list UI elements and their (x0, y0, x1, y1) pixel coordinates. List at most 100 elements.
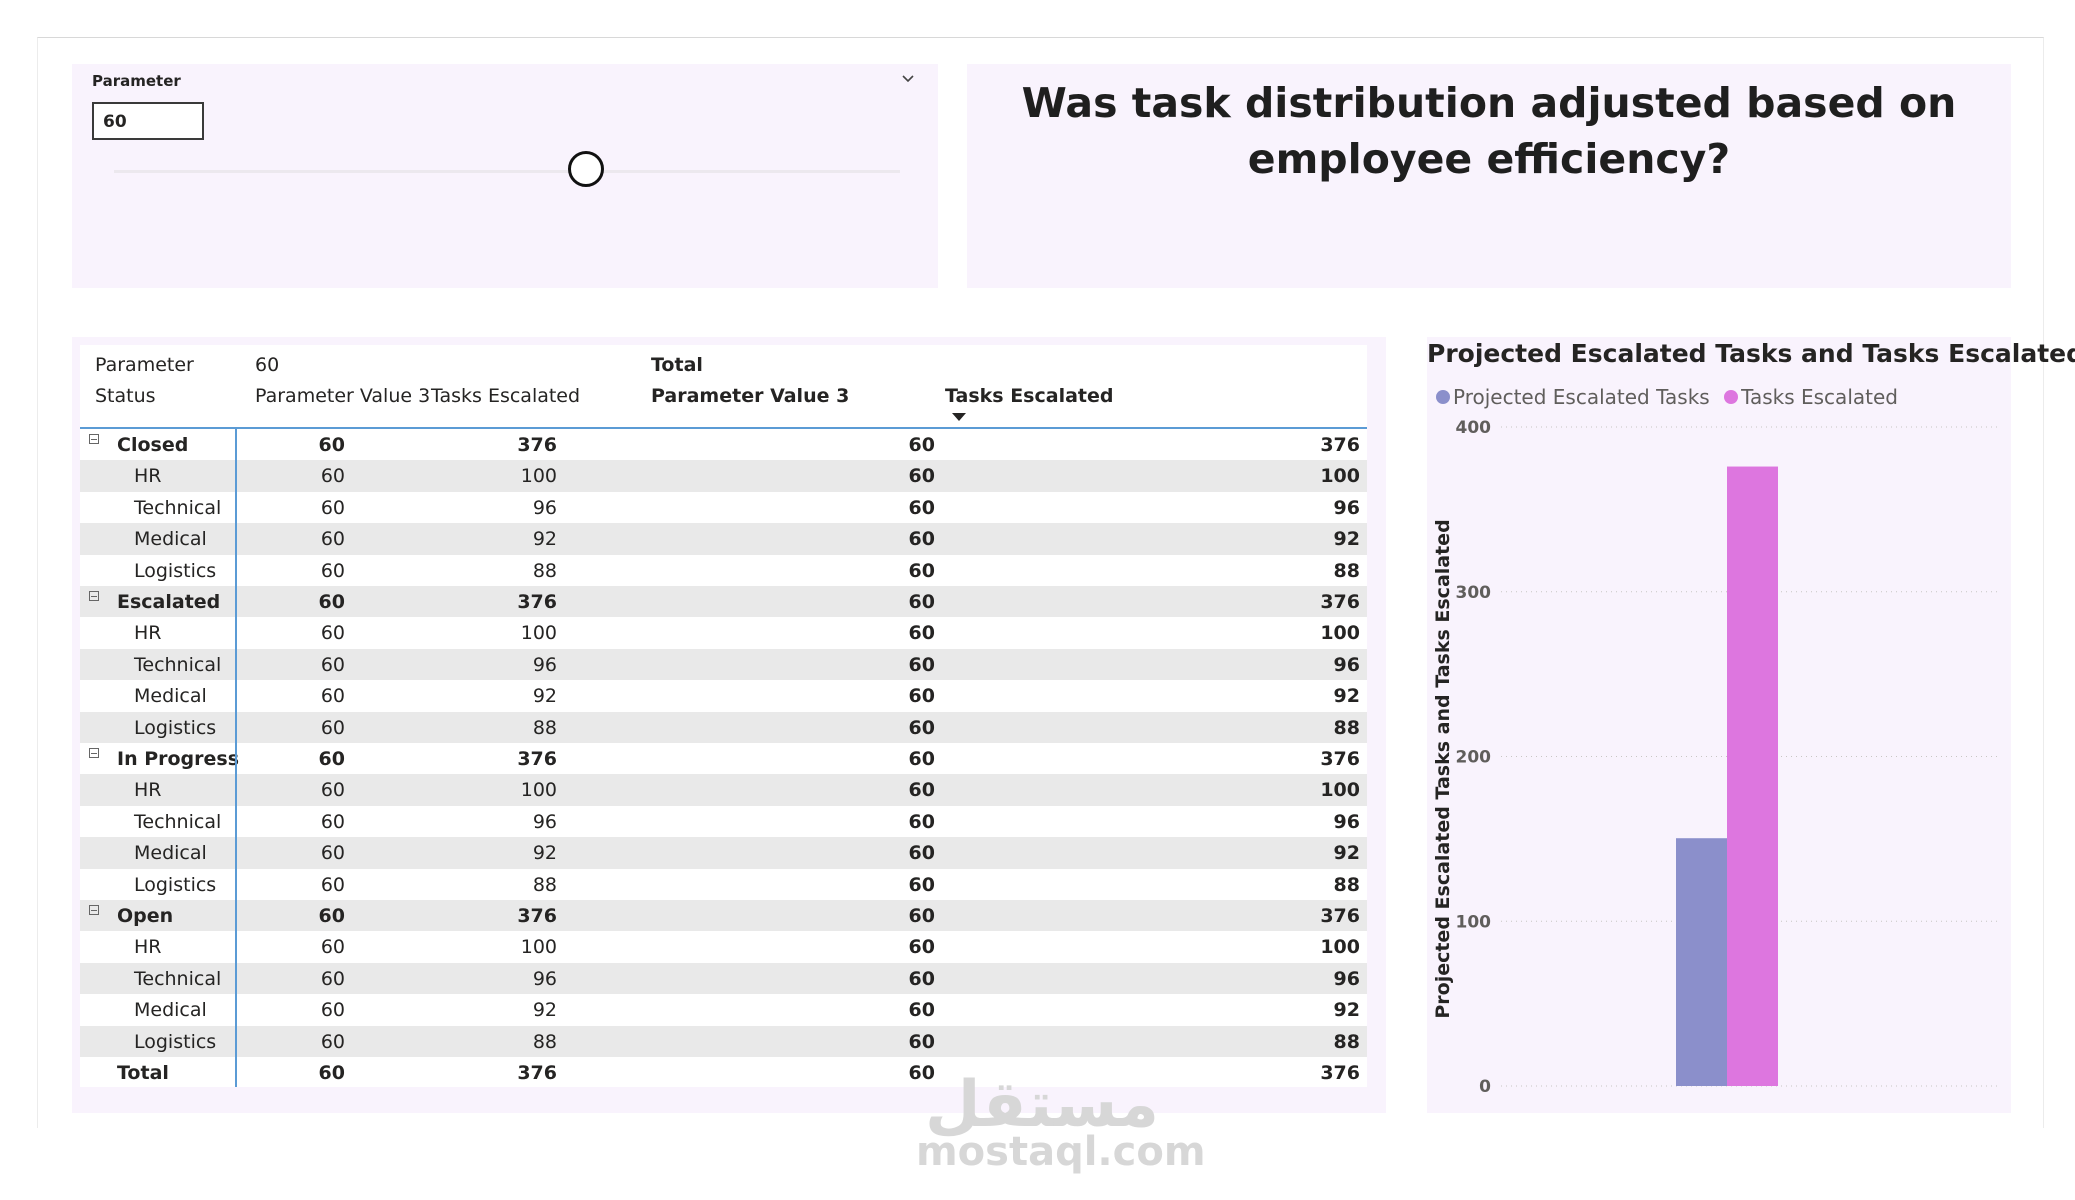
table-row[interactable]: Logistics 60 88 60 88 (80, 711, 1367, 743)
table-row[interactable]: HR 60 100 60 100 (80, 931, 1367, 962)
slider-handle[interactable] (567, 151, 604, 187)
chevron-down-icon[interactable] (900, 70, 916, 86)
cell-value: 92 (532, 999, 557, 1022)
cell-value: 376 (517, 591, 557, 613)
parameter-header-label: Parameter (95, 354, 194, 376)
parameter-value-input[interactable]: 60 (92, 102, 204, 140)
group-row[interactable]: Closed 60 376 60 376 (80, 429, 1367, 460)
collapse-icon[interactable] (89, 748, 99, 758)
cell-value: 60 (320, 810, 345, 833)
cell-value: 96 (1333, 653, 1360, 676)
slider-track[interactable] (114, 170, 900, 173)
y-tick-label: 0 (1479, 1077, 1491, 1097)
cell-value: 92 (1333, 999, 1360, 1022)
cell-value: 60 (320, 496, 345, 519)
cell-value: 60 (908, 1030, 935, 1053)
column-header-parameter-value[interactable]: Parameter Value 3 (255, 385, 431, 407)
legend-item-escalated[interactable]: Tasks Escalated (1724, 385, 1898, 409)
cell-value: 100 (1320, 622, 1360, 645)
cell-value: 60 (318, 1062, 345, 1084)
row-label: HR (134, 465, 162, 488)
table-row[interactable]: HR 60 100 60 100 (80, 460, 1367, 492)
cell-value: 88 (1333, 1030, 1360, 1053)
cell-value: 92 (1333, 842, 1360, 865)
chart-legend: Projected Escalated Tasks Tasks Escalate… (1436, 385, 1906, 409)
cell-value: 376 (1320, 748, 1360, 770)
cell-value: 92 (532, 685, 557, 708)
total-column-header-tasks-escalated[interactable]: Tasks Escalated (945, 385, 1114, 407)
collapse-icon[interactable] (89, 591, 99, 601)
group-row[interactable]: Open 60 376 60 376 (80, 900, 1367, 932)
cell-value: 60 (908, 559, 935, 582)
table-row[interactable]: Technical 60 96 60 96 (80, 492, 1367, 523)
group-row[interactable]: In Progress 60 376 60 376 (80, 743, 1367, 774)
table-row[interactable]: Medical 60 92 60 92 (80, 837, 1367, 869)
table-row[interactable]: Technical 60 96 60 96 (80, 962, 1367, 995)
group-row[interactable]: Escalated 60 376 60 376 (80, 586, 1367, 618)
cell-value: 100 (1320, 936, 1360, 959)
table-row[interactable]: HR 60 100 60 100 (80, 774, 1367, 806)
cell-value: 60 (320, 716, 345, 739)
cell-value: 100 (1320, 779, 1360, 802)
legend-marker (1436, 390, 1450, 404)
table-row[interactable]: HR 60 100 60 100 (80, 617, 1367, 648)
cell-value: 376 (517, 434, 557, 456)
table-row[interactable]: Technical 60 96 60 96 (80, 648, 1367, 681)
cell-value: 60 (318, 748, 345, 770)
cell-value: 60 (320, 967, 345, 990)
cell-value: 88 (532, 716, 557, 739)
table-row[interactable]: Logistics 60 88 60 88 (80, 869, 1367, 900)
cell-value: 88 (1333, 716, 1360, 739)
sort-descending-icon[interactable] (952, 413, 966, 421)
cell-value: 60 (908, 685, 935, 708)
cell-value: 96 (1333, 496, 1360, 519)
status-column-header[interactable]: Status (95, 385, 156, 407)
row-label: Closed (117, 434, 189, 456)
bar-projected-escalated-tasks[interactable] (1676, 838, 1727, 1086)
row-label: Technical (134, 496, 222, 519)
row-label: Logistics (134, 559, 217, 582)
chart-visual: Projected Escalated Tasks and Tasks Esca… (1427, 337, 2075, 1113)
table-row[interactable]: Logistics 60 88 60 88 (80, 1025, 1367, 1057)
cell-value: 100 (520, 622, 557, 645)
matrix-visual: Parameter 60 Total Status Parameter Valu… (72, 337, 1386, 1113)
row-label: HR (134, 779, 162, 802)
table-row[interactable]: Medical 60 92 60 92 (80, 523, 1367, 555)
table-row[interactable]: Medical 60 92 60 92 (80, 994, 1367, 1025)
cell-value: 60 (908, 1062, 935, 1084)
table-row[interactable]: Technical 60 96 60 96 (80, 806, 1367, 837)
collapse-icon[interactable] (89, 905, 99, 915)
watermark-logo: مستقل mostaql.com (916, 1073, 1206, 1175)
chart-bars (1676, 466, 1778, 1086)
bar-tasks-escalated[interactable] (1727, 466, 1778, 1086)
total-row[interactable]: Total 60 376 60 376 (80, 1057, 1367, 1088)
cell-value: 100 (520, 936, 557, 959)
table-row[interactable]: Medical 60 92 60 92 (80, 680, 1367, 711)
row-label: HR (134, 936, 162, 959)
row-label: Medical (134, 528, 207, 551)
y-axis-ticks: 0 100 200 300 400 (1456, 418, 1492, 1097)
legend-marker (1724, 390, 1739, 404)
legend-item-projected[interactable]: Projected Escalated Tasks (1436, 385, 1710, 409)
total-column-header-parameter-value[interactable]: Parameter Value 3 (651, 385, 850, 407)
y-axis-title: Projected Escalated Tasks and Tasks Esca… (1432, 519, 1454, 1018)
cell-value: 60 (908, 873, 935, 896)
cell-value: 376 (1320, 1062, 1360, 1084)
cell-value: 60 (908, 842, 935, 865)
cell-value: 96 (1333, 967, 1360, 990)
cell-value: 100 (1320, 465, 1360, 488)
cell-value: 88 (1333, 559, 1360, 582)
report-canvas (37, 37, 2044, 1128)
cell-value: 60 (908, 905, 935, 927)
y-tick-label: 400 (1456, 418, 1492, 438)
row-label: Technical (134, 967, 222, 990)
cell-value: 92 (532, 842, 557, 865)
cell-value: 376 (517, 748, 557, 770)
cell-value: 96 (532, 496, 557, 519)
column-header-tasks-escalated[interactable]: Tasks Escalated (431, 385, 581, 407)
collapse-icon[interactable] (89, 434, 99, 444)
slicer-title: Parameter (92, 72, 181, 90)
row-label: Technical (134, 653, 222, 676)
table-row[interactable]: Logistics 60 88 60 88 (80, 555, 1367, 586)
cell-value: 96 (532, 810, 557, 833)
